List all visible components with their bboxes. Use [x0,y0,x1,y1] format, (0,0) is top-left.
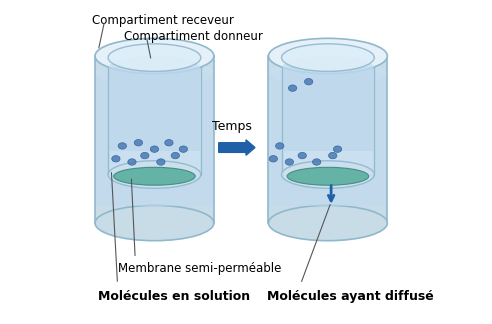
Ellipse shape [134,140,143,146]
FancyBboxPatch shape [95,56,214,223]
Ellipse shape [95,38,214,74]
FancyBboxPatch shape [282,67,373,151]
Ellipse shape [96,58,213,88]
Ellipse shape [270,58,386,88]
FancyBboxPatch shape [109,67,200,151]
Text: Molécules en solution: Molécules en solution [98,291,250,304]
Text: Molécules ayant diffusé: Molécules ayant diffusé [267,291,433,304]
Ellipse shape [95,205,214,241]
Ellipse shape [312,159,321,165]
Ellipse shape [171,152,180,159]
Text: Compartiment receveur: Compartiment receveur [92,14,234,27]
Ellipse shape [269,156,277,162]
Ellipse shape [269,38,387,74]
Ellipse shape [287,167,369,185]
Ellipse shape [329,152,337,159]
Text: Compartiment donneur: Compartiment donneur [124,30,263,43]
FancyBboxPatch shape [96,73,213,206]
Ellipse shape [112,156,120,162]
Ellipse shape [298,152,307,159]
FancyArrow shape [219,140,255,155]
Ellipse shape [141,152,149,159]
Ellipse shape [281,161,374,188]
FancyBboxPatch shape [281,58,374,175]
Ellipse shape [285,159,294,165]
FancyBboxPatch shape [269,56,387,223]
Ellipse shape [334,146,342,152]
Ellipse shape [281,44,374,71]
FancyBboxPatch shape [270,73,386,206]
FancyBboxPatch shape [108,58,201,175]
Text: Temps: Temps [212,120,251,133]
Ellipse shape [276,143,284,149]
Ellipse shape [128,159,136,165]
Ellipse shape [179,146,187,152]
Ellipse shape [108,44,201,71]
Ellipse shape [288,85,297,91]
Ellipse shape [282,56,373,78]
Ellipse shape [150,146,158,152]
Text: Membrane semi-perméable: Membrane semi-perméable [118,261,281,274]
Ellipse shape [305,78,313,85]
Ellipse shape [114,167,195,185]
Ellipse shape [269,205,387,241]
Ellipse shape [156,159,165,165]
Ellipse shape [165,140,173,146]
Ellipse shape [109,56,200,78]
Ellipse shape [118,143,126,149]
Ellipse shape [108,161,201,188]
